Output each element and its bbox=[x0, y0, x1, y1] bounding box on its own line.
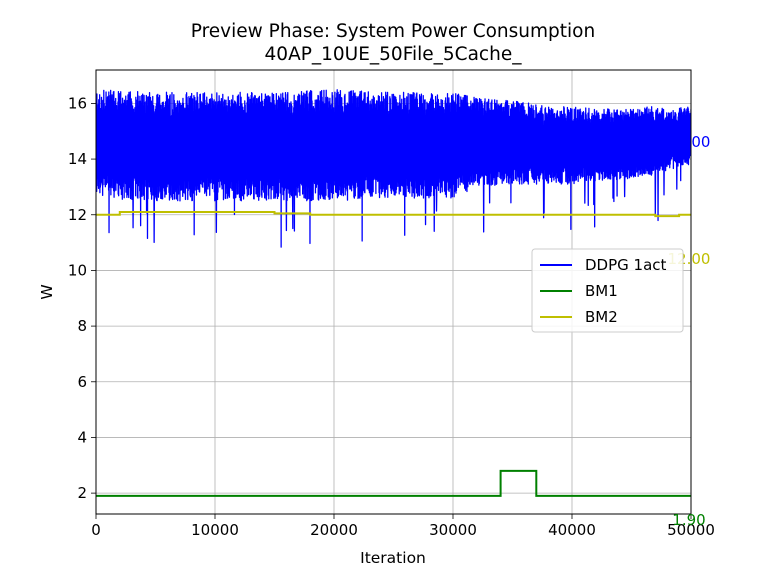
x-tick-label: 10000 bbox=[191, 521, 239, 539]
chart-title-line2: 40AP_10UE_50File_5Cache_ bbox=[265, 44, 523, 65]
series-line-bm2 bbox=[96, 210, 691, 218]
legend: DDPG 1act BM1 BM2 bbox=[531, 248, 684, 333]
legend-label: BM2 bbox=[585, 308, 618, 326]
plot-frame bbox=[95, 69, 692, 515]
legend-label: DDPG 1act bbox=[585, 256, 667, 274]
y-tick-label: 6 bbox=[77, 373, 87, 391]
end-annotation-1: 1.90 bbox=[672, 511, 705, 529]
y-tick-label: 14 bbox=[68, 150, 87, 168]
y-tick-label: 2 bbox=[77, 484, 87, 502]
y-tick-label: 10 bbox=[68, 261, 87, 279]
chart-title-line1: Preview Phase: System Power Consumption bbox=[191, 21, 595, 42]
legend-box bbox=[531, 248, 684, 333]
x-axis-label: Iteration bbox=[360, 549, 426, 567]
y-tick-label: 16 bbox=[68, 94, 87, 112]
legend-label: BM1 bbox=[585, 282, 618, 300]
y-axis-label: W bbox=[38, 284, 56, 299]
series-line-ddpg-1act bbox=[96, 89, 691, 248]
x-tick-label: 40000 bbox=[548, 521, 596, 539]
x-tick-label: 0 bbox=[91, 521, 101, 539]
x-tick-label: 20000 bbox=[310, 521, 358, 539]
x-tick-label: 50000 bbox=[667, 521, 715, 539]
y-tick-label: 12 bbox=[68, 206, 87, 224]
y-tick-label: 4 bbox=[77, 428, 87, 446]
series-layer bbox=[96, 89, 691, 497]
series-line-bm1 bbox=[96, 469, 691, 497]
axis-ticks: 0 10000 20000 30000 40000 50000 2 4 6 8 10 12 14 16 bbox=[68, 94, 715, 539]
y-tick-label: 8 bbox=[77, 317, 87, 335]
x-tick-label: 30000 bbox=[429, 521, 477, 539]
end-annotation-0: 14.00 bbox=[668, 133, 711, 151]
